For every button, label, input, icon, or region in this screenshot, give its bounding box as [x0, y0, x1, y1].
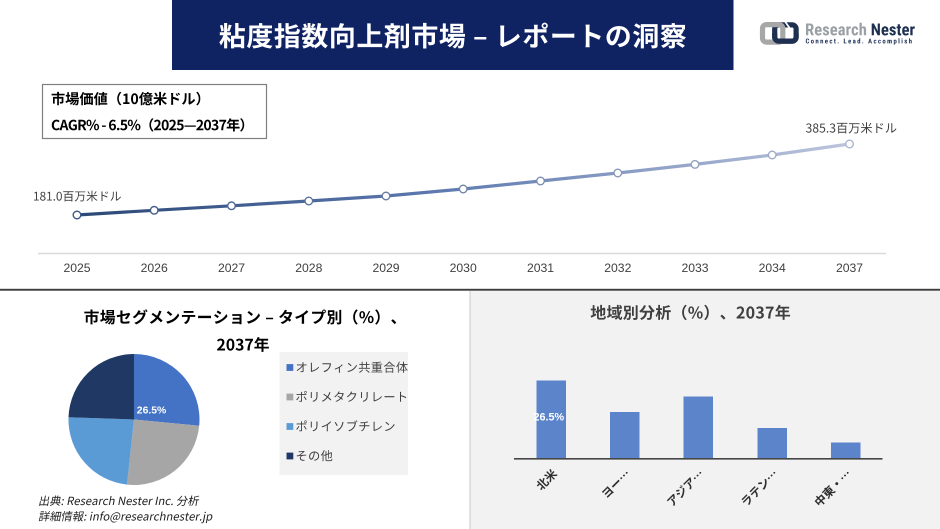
svg-text:2025: 2025 [63, 261, 90, 275]
svg-text:2030: 2030 [450, 261, 477, 275]
svg-text:2029: 2029 [372, 261, 399, 275]
svg-text:2026: 2026 [141, 261, 168, 275]
svg-text:2033: 2033 [681, 261, 708, 275]
svg-text:26.5%: 26.5% [533, 412, 564, 424]
svg-text:2027: 2027 [218, 261, 245, 275]
svg-text:26.5%: 26.5% [137, 406, 166, 417]
svg-text:2031: 2031 [527, 261, 554, 275]
svg-text:2032: 2032 [604, 261, 631, 275]
svg-text:2037: 2037 [836, 261, 863, 275]
svg-text:2028: 2028 [295, 261, 322, 275]
svg-text:2034: 2034 [759, 261, 786, 275]
